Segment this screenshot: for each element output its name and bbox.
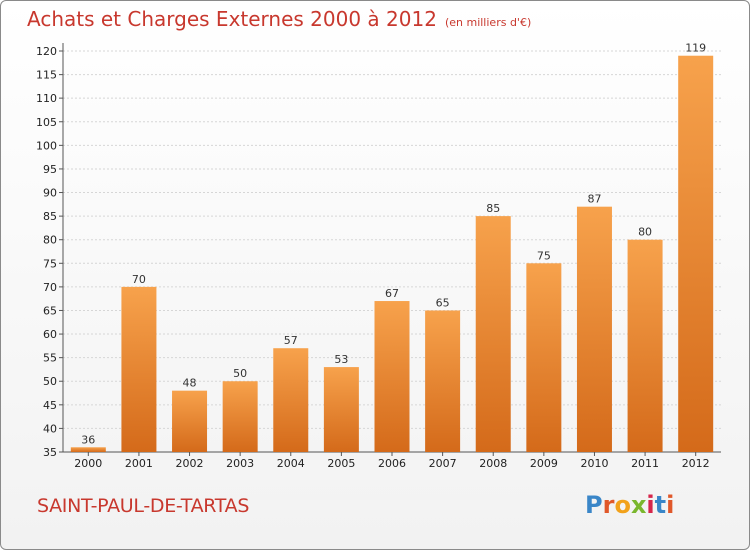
bar-value-label: 50: [233, 367, 247, 380]
chart-subtitle: (en milliers d'€): [444, 16, 532, 29]
y-tick-label: 120: [36, 45, 57, 58]
y-tick-label: 75: [43, 257, 57, 270]
y-tick-label: 65: [43, 304, 57, 317]
y-tick-label: 80: [43, 234, 57, 247]
y-tick-label: 55: [43, 352, 57, 365]
bar: [70, 447, 106, 452]
y-tick-label: 110: [36, 92, 57, 105]
logo-letter: P: [585, 491, 603, 519]
bar-value-label: 75: [537, 249, 551, 262]
logo-letter: t: [654, 491, 667, 519]
bar: [425, 310, 461, 452]
y-tick-label: 105: [36, 116, 57, 129]
y-tick-label: 45: [43, 399, 57, 412]
y-tick-label: 95: [43, 163, 57, 176]
y-tick-label: 90: [43, 187, 57, 200]
place-name: SAINT-PAUL-DE-TARTAS: [37, 495, 250, 517]
chart-title: Achats et Charges Externes 2000 à 2012 (e…: [27, 7, 531, 31]
x-tick-label: 2004: [277, 457, 305, 470]
logo-letter: r: [602, 491, 615, 519]
bar: [121, 286, 157, 452]
y-tick-label: 85: [43, 210, 57, 223]
bar-value-label: 67: [385, 287, 399, 300]
y-tick-label: 100: [36, 139, 57, 152]
x-tick-label: 2010: [580, 457, 608, 470]
proxiti-logo: Proxiti: [585, 491, 674, 519]
bar: [273, 348, 309, 452]
bar: [576, 206, 612, 452]
bar: [374, 301, 410, 452]
x-tick-label: 2011: [631, 457, 659, 470]
logo-letter: i: [646, 491, 655, 519]
bar: [172, 390, 208, 452]
y-tick-label: 115: [36, 69, 57, 82]
bar-value-label: 85: [486, 202, 500, 215]
bar-value-label: 87: [587, 193, 601, 206]
x-tick-label: 2007: [429, 457, 457, 470]
logo-letter: i: [666, 491, 675, 519]
bar: [475, 216, 511, 452]
bar-value-label: 65: [436, 296, 450, 309]
y-tick-label: 70: [43, 281, 57, 294]
y-tick-label: 50: [43, 375, 57, 388]
bar: [678, 55, 714, 452]
bar-value-label: 36: [81, 433, 95, 446]
logo-letter: o: [614, 491, 631, 519]
y-tick-label: 40: [43, 422, 57, 435]
x-tick-label: 2005: [327, 457, 355, 470]
bar-value-label: 70: [132, 273, 146, 286]
bar-value-label: 80: [638, 226, 652, 239]
bar-value-label: 48: [183, 377, 197, 390]
x-tick-label: 2008: [479, 457, 507, 470]
logo-letter: x: [630, 491, 647, 519]
x-tick-label: 2002: [176, 457, 204, 470]
bar: [627, 239, 663, 452]
x-tick-label: 2012: [682, 457, 710, 470]
bar-value-label: 53: [334, 353, 348, 366]
x-tick-label: 2003: [226, 457, 254, 470]
bar: [222, 381, 258, 452]
bar: [526, 263, 562, 452]
x-tick-label: 2001: [125, 457, 153, 470]
y-tick-label: 60: [43, 328, 57, 341]
chart-title-text: Achats et Charges Externes 2000 à 2012: [27, 7, 437, 31]
bar: [323, 367, 359, 452]
x-tick-label: 2000: [74, 457, 102, 470]
y-tick-label: 35: [43, 446, 57, 459]
bar-value-label: 119: [685, 42, 706, 55]
bar-value-label: 57: [284, 334, 298, 347]
x-tick-label: 2009: [530, 457, 558, 470]
x-tick-label: 2006: [378, 457, 406, 470]
